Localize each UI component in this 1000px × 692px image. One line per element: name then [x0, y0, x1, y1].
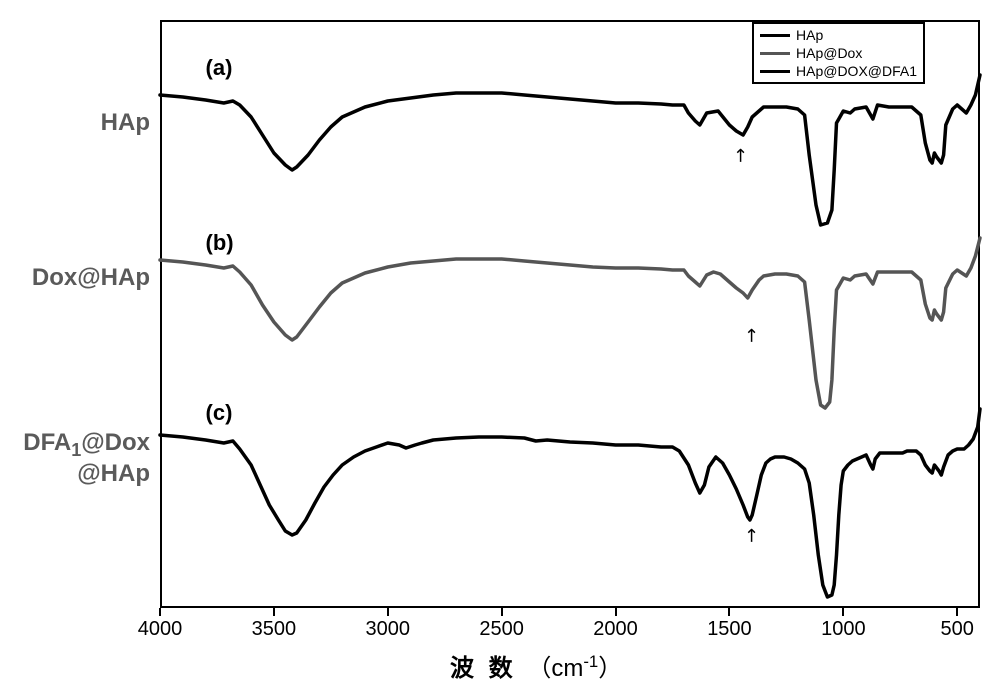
legend-item: HAp@Dox [760, 44, 917, 62]
legend-item: HAp [760, 26, 917, 44]
series-side-label: DFA1@Dox@HAp [5, 430, 150, 487]
x-tick-mark [387, 608, 389, 616]
x-tick-label: 2000 [593, 618, 638, 641]
x-tick-label: 1500 [707, 618, 752, 641]
series-side-label: Dox@HAp [5, 265, 150, 291]
spectra-svg [0, 0, 1000, 692]
panel-tag: (b) [206, 230, 234, 256]
legend-item: HAp@DOX@DFA1 [760, 62, 917, 80]
legend-label: HAp@Dox [796, 45, 862, 61]
x-axis-label-text: 波 数 [450, 655, 517, 682]
x-tick-label: 500 [941, 618, 974, 641]
x-tick-mark [728, 608, 730, 616]
legend-box: HAp HAp@Dox HAp@DOX@DFA1 [752, 22, 925, 84]
x-tick-label: 4000 [138, 618, 183, 641]
panel-tag: (c) [206, 400, 233, 426]
legend-swatch [760, 70, 790, 73]
x-tick-label: 2500 [479, 618, 524, 641]
legend-swatch [760, 52, 790, 55]
x-tick-mark [159, 608, 161, 616]
x-tick-mark [956, 608, 958, 616]
ftir-chart: HAp HAp@Dox HAp@DOX@DFA1 波 数 （cm-1） 4000 35… [0, 0, 1000, 692]
x-tick-mark [501, 608, 503, 616]
x-tick-label: 3000 [366, 618, 411, 641]
series-side-label: HAp [5, 110, 150, 136]
x-tick-mark [273, 608, 275, 616]
x-tick-mark [615, 608, 617, 616]
legend-label: HAp [796, 27, 823, 43]
x-axis-unit: （cm-1） [527, 655, 622, 682]
x-tick-label: 1000 [821, 618, 866, 641]
legend-label: HAp@DOX@DFA1 [796, 63, 917, 79]
panel-tag: (a) [206, 55, 233, 81]
x-tick-mark [842, 608, 844, 616]
x-tick-label: 3500 [252, 618, 297, 641]
legend-swatch [760, 34, 790, 37]
x-axis-label: 波 数 （cm-1） [450, 648, 622, 683]
